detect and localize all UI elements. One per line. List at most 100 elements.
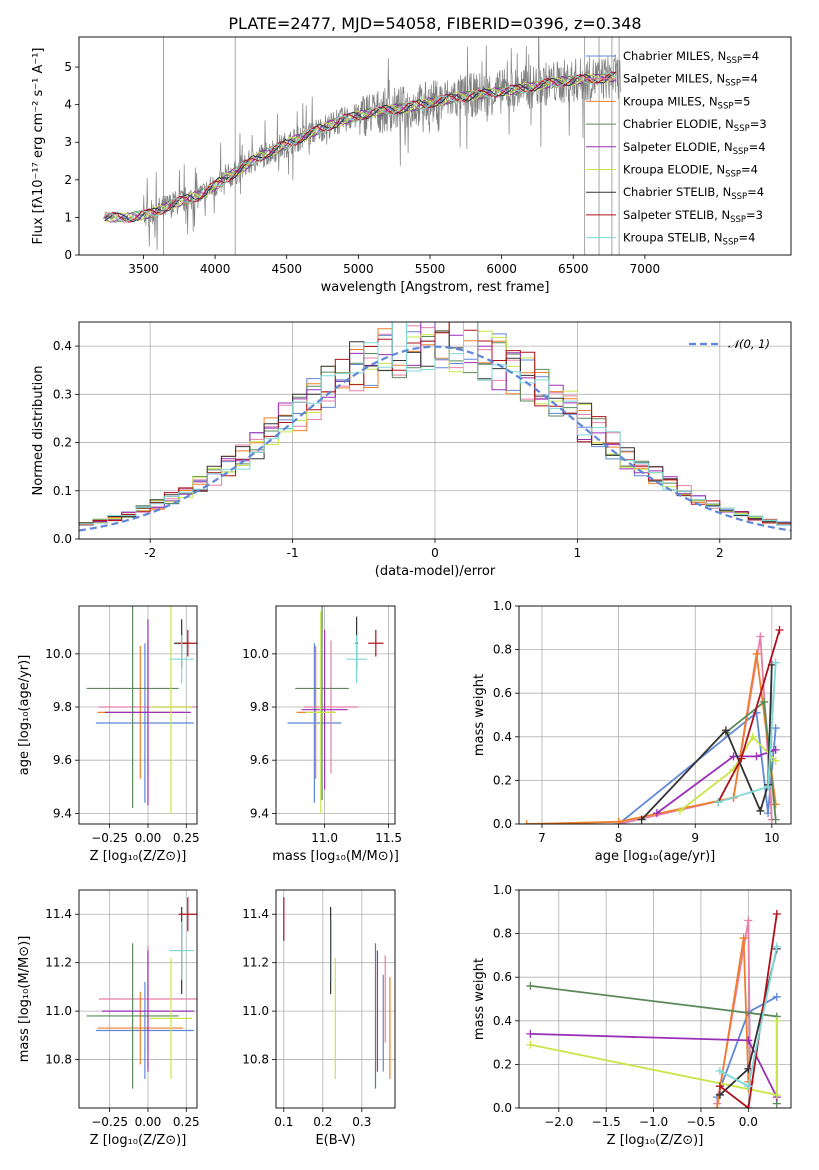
mass-weight-marker: [764, 782, 773, 791]
y-tick-label: 0.2: [53, 436, 72, 450]
residuals-axes: -2 -1 0 1 2 0.0 0.1 0.2 0.3 0.4 (data-model)/error…: [31, 321, 792, 579]
mass-weight-marker: [775, 625, 784, 634]
x-axis-label: mass [log₁₀(M/M⊙)]: [272, 849, 399, 864]
mass-weight-marker: [714, 798, 723, 807]
observed-spectrum: [103, 37, 621, 251]
x-axis-label: (data-model)/error: [375, 564, 496, 579]
mass-weight-marker: [756, 806, 765, 815]
x-tick-label: 0.2: [313, 1115, 332, 1129]
y-tick-label: 10.0: [45, 647, 72, 661]
mass-weight-marker: [752, 649, 761, 658]
mass-weight-marker: [526, 1029, 535, 1038]
normal-curve: [78, 345, 792, 532]
mass-weight-marker: [771, 745, 780, 754]
x-tick-label: 0.00: [135, 831, 162, 845]
x-axis-label: E(B-V): [315, 1133, 355, 1148]
legend-entry: 𝒩(0, 1): [728, 337, 770, 351]
legend-entry: Kroupa STELIB, NSSP=4: [623, 231, 755, 248]
y-tick-label: 10.0: [242, 647, 269, 661]
y-tick-label: 2: [64, 173, 72, 187]
y-tick-label: 11.2: [242, 956, 269, 970]
errorbar-point: [169, 635, 194, 684]
x-axis-label: Z [log₁₀(Z/Z⊙)]: [90, 849, 187, 864]
mass-weight-marker: [772, 1090, 781, 1099]
mass-weight-marker: [652, 809, 661, 818]
y-tick-label: 9.8: [53, 700, 72, 714]
y-tick-label: 0.4: [53, 339, 72, 353]
x-tick-label: 0: [431, 546, 439, 560]
x-tick-label: 11.0: [311, 831, 338, 845]
x-tick-label: 0.3: [352, 1115, 371, 1129]
x-tick-label: 0.00: [135, 1115, 162, 1129]
mass-weight-marker: [744, 1104, 753, 1108]
x-tick-label: 0.0: [739, 1115, 758, 1129]
x-tick-label: 7000: [630, 262, 661, 276]
y-axis-label: mass [log₁₀(M/M⊙)]: [17, 936, 32, 1063]
x-tick-label: −0.5: [686, 1115, 715, 1129]
model-spectrum-3: [104, 73, 617, 223]
y-axis-label: mass weight: [472, 958, 487, 1040]
y-tick-label: 0.8: [493, 927, 512, 941]
mass-weight-marker: [637, 815, 646, 824]
spectrum-legend: Chabrier MILES, NSSP=4 Salpeter MILES, NS…: [586, 49, 767, 248]
mass-weight-marker: [771, 658, 780, 667]
errorbar-point: [101, 950, 194, 1072]
errorbar-point: [304, 640, 358, 774]
mass-weight-marker: [771, 800, 780, 809]
residual-histogram-7: [79, 322, 791, 525]
model-spectrum-6: [104, 71, 617, 222]
y-tick-label: 3: [64, 135, 72, 149]
x-tick-label: -1: [287, 546, 299, 560]
mass-weight-marker: [526, 981, 535, 990]
errorbar-point: [97, 991, 184, 1065]
legend-entry: Chabrier STELIB, NSSP=4: [623, 185, 764, 202]
axes-frame: [78, 36, 792, 256]
mass-weight-marker: [752, 752, 761, 761]
x-tick-label: 3500: [128, 262, 159, 276]
axes-frame: [78, 889, 198, 1109]
mass-weight-marker: [715, 1082, 724, 1091]
x-tick-label: 10: [764, 831, 779, 845]
mass-weight-marker: [522, 820, 531, 824]
x-tick-label: −1.5: [592, 1115, 621, 1129]
mass_vs_Z-axes: −0.25 0.00 0.25 10.8 11.0 11.2 11.4 Z [log₁₀(Z/…: [17, 889, 200, 1148]
x-tick-label: 2: [716, 546, 724, 560]
x-axis-label: Z [log₁₀(Z/Z⊙)]: [607, 1133, 704, 1148]
mass_weight_vs_age-axes: 7 8 9 10 0.0 0.2 0.4 0.6 0.8 1.0 age [log₁₀(age/yr…: [472, 599, 792, 864]
y-tick-label: 11.4: [242, 907, 269, 921]
mass-weight-marker: [744, 916, 753, 925]
mass-weight-marker: [744, 1064, 753, 1073]
mass-weight-marker: [715, 1090, 724, 1099]
y-tick-label: 0.6: [493, 686, 512, 700]
x-tick-label: 5000: [343, 262, 374, 276]
mass_weight_vs_Z-axes: −2.0 −1.5 −1.0 −0.5 0.0 0.0 0.2 0.4 0.6 0.8 1.0 Z […: [472, 883, 792, 1148]
mass_vs_EBV-axes: 0.1 0.2 0.3 10.8 11.0 11.2 11.4 E(B-V): [242, 889, 396, 1148]
x-tick-label: 0.25: [173, 1115, 200, 1129]
x-axis-label: wavelength [Angstrom, rest frame]: [321, 280, 550, 295]
errorbar-point: [301, 629, 348, 790]
mass-weight-marker: [771, 724, 780, 733]
mass-weight-marker: [614, 817, 623, 824]
legend-entry: Salpeter STELIB, NSSP=3: [623, 208, 763, 225]
axes-frame: [78, 605, 198, 825]
errorbar-point: [149, 606, 193, 814]
y-tick-label: 9.4: [53, 806, 72, 820]
x-tick-label: 4000: [200, 262, 231, 276]
errorbar-point: [305, 611, 337, 814]
y-tick-label: 0.4: [493, 1014, 512, 1028]
mass-weight-line-7: [719, 913, 778, 1108]
errorbar-point: [95, 643, 194, 803]
legend-entry: Chabrier ELODIE, NSSP=3: [623, 117, 767, 134]
y-tick-label: 9.8: [250, 700, 269, 714]
mass-weight-marker: [675, 806, 684, 815]
y-tick-label: 5: [64, 60, 72, 74]
y-tick-label: 1: [64, 210, 72, 224]
x-tick-label: 1: [574, 546, 582, 560]
y-tick-label: 0.0: [53, 532, 72, 546]
y-tick-label: 0: [64, 248, 72, 262]
mass-weight-marker: [772, 1016, 781, 1025]
y-tick-label: 0.6: [493, 970, 512, 984]
errorbar-point: [368, 629, 384, 657]
axes-frame: [78, 321, 792, 540]
model-spectrum-2: [104, 71, 617, 223]
